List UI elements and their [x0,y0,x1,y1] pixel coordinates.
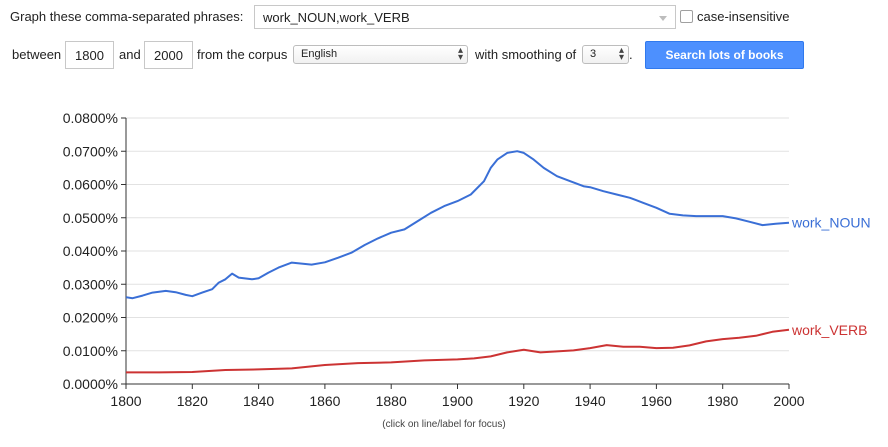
updown-arrows-icon: ▴ ▾ [618,45,624,63]
smoothing-select[interactable]: 3 ▴ ▾ [582,45,629,64]
case-insensitive-label[interactable]: case-insensitive [697,9,790,24]
end-year-box[interactable] [144,41,193,69]
y-tick-label: 0.0600% [63,177,118,193]
phrases-label: Graph these comma-separated phrases: [10,9,244,24]
corpus-select-value: English [301,48,338,60]
y-tick-label: 0.0300% [63,276,118,292]
phrases-input[interactable] [263,10,643,25]
series-label-work-noun[interactable]: work_NOUN [791,215,871,231]
query-row: Graph these comma-separated phrases: cas… [0,0,888,40]
y-tick-label: 0.0200% [63,310,118,326]
y-tick-label: 0.0100% [63,343,118,359]
end-year-input[interactable] [145,48,192,63]
options-row: between and from the corpus with smoothi… [0,36,888,76]
phrases-input-box[interactable] [254,5,676,29]
focus-hint: (click on line/label for focus) [382,419,506,430]
case-insensitive-checkbox[interactable] [680,10,693,23]
series-line-work-verb[interactable] [126,328,790,374]
y-tick-label: 0.0400% [63,243,118,259]
x-tick-label: 1880 [376,393,407,409]
x-tick-label: 1960 [641,393,672,409]
updown-arrows-icon: ▴ ▾ [457,45,463,63]
smoothing-label: with smoothing of [475,47,577,62]
x-tick-label: 1980 [707,393,738,409]
x-tick-label: 1920 [508,393,539,409]
x-tick-label: 1840 [243,393,274,409]
smoothing-select-value: 3 [590,48,597,60]
x-tick-label: 1800 [110,393,141,409]
corpus-label: from the corpus [197,47,288,62]
y-tick-label: 0.0800% [63,110,118,126]
start-year-input[interactable] [66,48,113,63]
x-tick-label: 1940 [575,393,606,409]
search-button[interactable]: Search lots of books [645,41,804,69]
ngram-chart: 0.0000% 0.0100% 0.0200% 0.0300% 0.0400% 0.050… [63,110,871,409]
x-tick-label: 1900 [442,393,473,409]
series-line-work-noun[interactable] [125,150,790,300]
period-text: . [629,47,633,62]
y-tick-label: 0.0500% [63,210,118,226]
y-tick-label: 0.0000% [63,376,118,392]
start-year-box[interactable] [65,41,114,69]
x-tick-label: 1860 [309,393,340,409]
x-tick-label: 2000 [773,393,804,409]
x-tick-label: 1820 [177,393,208,409]
y-tick-label: 0.0700% [63,143,118,159]
series-label-work-verb[interactable]: work_VERB [791,322,867,338]
between-label: between [12,47,62,62]
chevron-down-icon[interactable] [659,16,667,21]
corpus-select[interactable]: English ▴ ▾ [293,45,468,64]
and-label: and [119,47,141,62]
